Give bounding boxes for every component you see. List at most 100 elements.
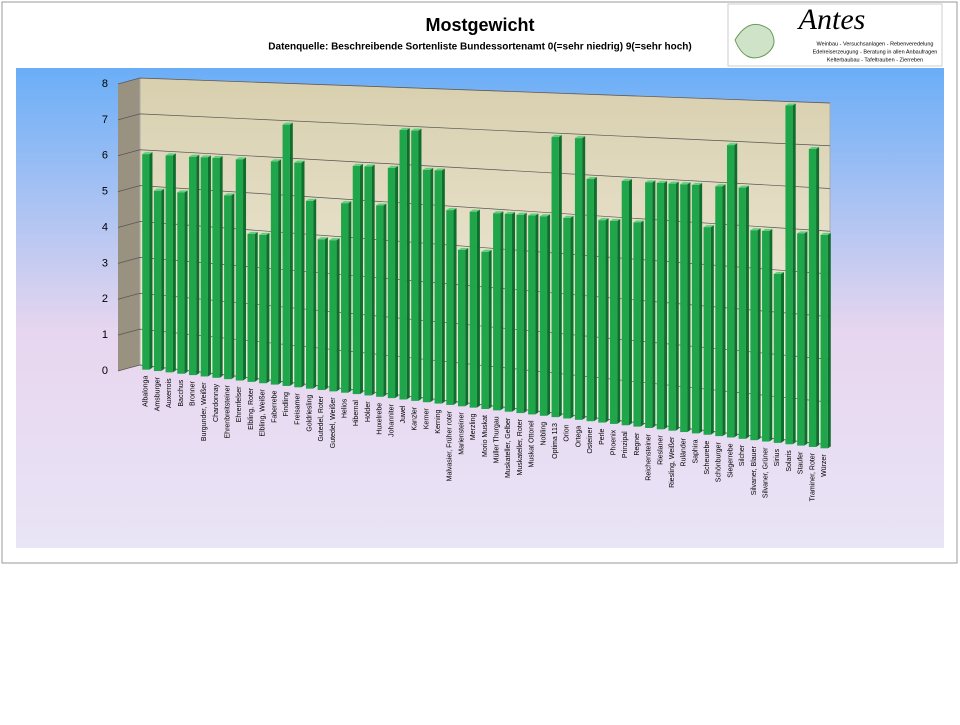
- bar-group: [797, 231, 808, 446]
- bar-side: [675, 181, 679, 431]
- x-tick-label: Mariensteiner: [458, 412, 465, 455]
- x-tick-label: Prinzipal: [622, 431, 629, 458]
- bar-side: [605, 218, 609, 423]
- x-tick-label: Perle: [599, 428, 606, 444]
- bar-side: [441, 168, 445, 404]
- bar-top: [598, 218, 609, 221]
- bar: [457, 249, 466, 407]
- x-tick-label: Silvaner, Blauer: [751, 446, 758, 496]
- bar-top: [422, 167, 434, 170]
- bar: [422, 169, 431, 403]
- bar-side: [792, 103, 796, 445]
- bar-side: [430, 167, 434, 403]
- bar-top: [189, 154, 200, 157]
- bar-top: [352, 163, 363, 166]
- bar-top: [680, 182, 691, 185]
- x-tick-label: Amsburger: [154, 376, 161, 411]
- bar-group: [726, 143, 738, 438]
- bar-group: [528, 213, 539, 415]
- bar-top: [750, 228, 761, 231]
- bar-side: [558, 135, 562, 418]
- bar-group: [633, 220, 644, 427]
- bar: [317, 239, 325, 391]
- x-tick-label: Sirius: [774, 448, 781, 466]
- bar-top: [785, 103, 796, 106]
- x-tick-label: Solaris: [786, 450, 793, 472]
- bar-side: [745, 185, 749, 439]
- bar-group: [539, 214, 551, 416]
- bar-top: [376, 203, 387, 206]
- bar-side: [488, 249, 492, 409]
- bar-top: [259, 232, 270, 235]
- bar-top: [399, 128, 410, 131]
- bar-group: [621, 179, 632, 426]
- bar-side: [570, 215, 574, 419]
- bar-group: [282, 122, 293, 386]
- x-tick-label: Staufer: [798, 451, 805, 474]
- bar: [352, 165, 360, 395]
- x-tick-label: Optima 113: [552, 423, 559, 459]
- bar-top: [493, 211, 504, 214]
- grid-line: [117, 149, 831, 189]
- bar-group: [317, 237, 328, 391]
- bar-group: [200, 155, 211, 377]
- bar-top: [364, 164, 375, 167]
- bar-group: [610, 218, 621, 424]
- y-tick-label: 6: [102, 150, 108, 162]
- bar-side: [652, 180, 656, 428]
- y-tick-label: 1: [102, 329, 108, 341]
- bar-group: [177, 190, 188, 374]
- x-tick-label: Muskateller, Roter: [517, 418, 524, 475]
- chart-subtitle: Datenquelle: Beschreibende Sortenliste B…: [268, 42, 691, 53]
- x-tick-label: Gutedel, Roter: [318, 395, 325, 441]
- bar: [633, 222, 641, 427]
- bar: [341, 203, 349, 393]
- x-tick-label: Goldriesling: [306, 395, 313, 432]
- x-tick-label: Kerner: [423, 408, 430, 430]
- bar-side: [827, 232, 831, 449]
- x-tick-label: Bacchus: [178, 379, 185, 406]
- x-tick-label: Rieslaner: [657, 435, 664, 465]
- bar-top: [317, 237, 328, 240]
- bar-group: [645, 180, 656, 428]
- x-tick-label: Reichensteiner: [646, 433, 653, 480]
- bar-top: [504, 211, 516, 214]
- bar-group: [224, 193, 235, 380]
- x-tick-label: Ruländer: [681, 437, 688, 466]
- x-tick-label: Huxelrebe: [377, 403, 384, 435]
- bar: [610, 220, 618, 424]
- bar-group: [457, 247, 469, 407]
- bar-side: [266, 232, 270, 384]
- bar-group: [294, 160, 305, 388]
- bar: [329, 240, 337, 392]
- bar: [247, 233, 255, 382]
- bar-top: [633, 220, 644, 223]
- bar-top: [481, 249, 492, 252]
- bar-top: [305, 198, 317, 201]
- bar-top: [808, 146, 820, 149]
- x-tick-label: Chardonnay: [213, 383, 220, 422]
- bar-side: [816, 146, 820, 447]
- bar-side: [769, 228, 773, 442]
- bar-group: [376, 203, 387, 397]
- bar-top: [610, 218, 621, 221]
- bar-side: [476, 209, 480, 408]
- x-tick-label: Müller Thurgau: [494, 416, 501, 463]
- y-tick-label: 4: [102, 221, 108, 233]
- bar-group: [680, 182, 691, 433]
- bar: [493, 213, 501, 411]
- bar: [364, 166, 372, 396]
- x-tick-label: Albalonga: [143, 376, 150, 407]
- bar-side: [640, 220, 644, 427]
- bar-side: [734, 143, 738, 438]
- x-tick-label: Helios: [342, 398, 349, 418]
- logo-line: Edelreiserzeugung - Beratung in allen An…: [813, 49, 938, 55]
- bar-top: [551, 135, 562, 138]
- x-tick-label: Scheurebe: [704, 441, 711, 475]
- bar-group: [235, 157, 247, 381]
- bar-side: [149, 152, 153, 370]
- bar: [387, 167, 396, 399]
- bar-top: [469, 209, 480, 212]
- bar-group: [446, 208, 457, 405]
- bar: [259, 234, 267, 384]
